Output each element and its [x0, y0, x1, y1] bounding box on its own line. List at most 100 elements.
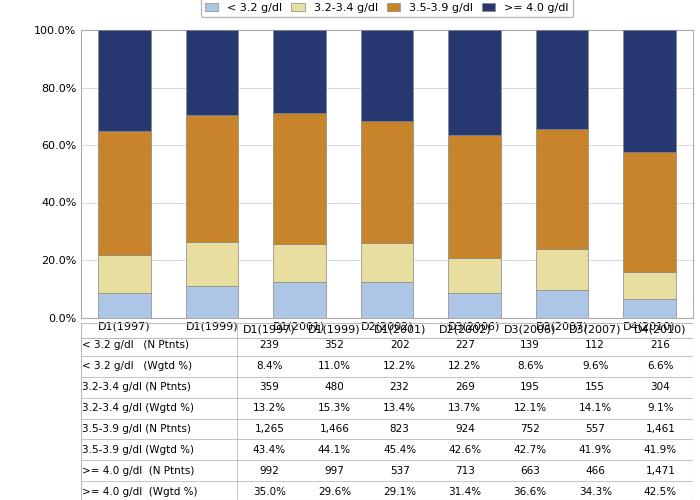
Text: 45.4%: 45.4% — [383, 445, 416, 455]
Bar — [273, 30, 326, 114]
Text: 352: 352 — [325, 340, 344, 350]
Text: 42.7%: 42.7% — [514, 445, 547, 455]
Text: 557: 557 — [585, 424, 606, 434]
Text: 1,265: 1,265 — [254, 424, 284, 434]
Text: 44.1%: 44.1% — [318, 445, 351, 455]
Bar — [448, 258, 500, 293]
Text: 195: 195 — [520, 382, 540, 392]
Text: 713: 713 — [455, 466, 475, 476]
Bar — [186, 242, 238, 286]
Bar — [623, 272, 676, 298]
Text: 42.6%: 42.6% — [448, 445, 482, 455]
Text: D4(2010): D4(2010) — [634, 325, 687, 335]
Text: 12.1%: 12.1% — [514, 403, 547, 413]
Text: 34.3%: 34.3% — [579, 486, 612, 496]
Bar — [536, 290, 588, 318]
Text: 823: 823 — [390, 424, 410, 434]
Bar — [186, 115, 238, 242]
Bar — [360, 243, 413, 282]
Text: 8.4%: 8.4% — [256, 362, 283, 372]
Bar — [98, 294, 150, 318]
Text: 359: 359 — [259, 382, 279, 392]
Text: 12.2%: 12.2% — [448, 362, 482, 372]
Text: D3(2007): D3(2007) — [569, 325, 622, 335]
Text: 8.6%: 8.6% — [517, 362, 543, 372]
Text: 13.7%: 13.7% — [448, 403, 482, 413]
Text: >= 4.0 g/dl  (N Ptnts): >= 4.0 g/dl (N Ptnts) — [82, 466, 194, 476]
Bar — [360, 120, 413, 243]
Text: 6.6%: 6.6% — [648, 362, 673, 372]
Text: 36.6%: 36.6% — [514, 486, 547, 496]
Text: D3(2006): D3(2006) — [504, 325, 556, 335]
Text: 35.0%: 35.0% — [253, 486, 286, 496]
Bar — [536, 30, 588, 129]
Bar — [273, 244, 326, 282]
Text: D1(2001): D1(2001) — [374, 325, 426, 335]
Bar — [448, 293, 500, 318]
Bar — [98, 256, 150, 294]
Bar — [186, 30, 238, 115]
Text: 1,471: 1,471 — [645, 466, 675, 476]
Text: 14.1%: 14.1% — [579, 403, 612, 413]
Text: 202: 202 — [390, 340, 410, 350]
Text: 663: 663 — [520, 466, 540, 476]
Text: 3.5-3.9 g/dl (Wgtd %): 3.5-3.9 g/dl (Wgtd %) — [82, 445, 194, 455]
Text: 304: 304 — [650, 382, 671, 392]
Bar — [623, 298, 676, 318]
Text: 155: 155 — [585, 382, 606, 392]
Text: 12.2%: 12.2% — [383, 362, 416, 372]
Text: D1(1999): D1(1999) — [308, 325, 360, 335]
Text: 11.0%: 11.0% — [318, 362, 351, 372]
Bar — [98, 30, 150, 130]
Bar — [448, 135, 500, 258]
Text: 3.2-3.4 g/dl (Wgtd %): 3.2-3.4 g/dl (Wgtd %) — [82, 403, 194, 413]
Text: 232: 232 — [390, 382, 410, 392]
Bar — [536, 250, 588, 290]
Text: 239: 239 — [259, 340, 279, 350]
Text: 466: 466 — [585, 466, 606, 476]
Text: 41.9%: 41.9% — [644, 445, 677, 455]
Text: 480: 480 — [325, 382, 344, 392]
Text: 112: 112 — [585, 340, 606, 350]
Text: 3.5-3.9 g/dl (N Ptnts): 3.5-3.9 g/dl (N Ptnts) — [82, 424, 190, 434]
Text: < 3.2 g/dl   (N Ptnts): < 3.2 g/dl (N Ptnts) — [82, 340, 189, 350]
Text: 924: 924 — [455, 424, 475, 434]
Text: 9.6%: 9.6% — [582, 362, 608, 372]
Text: 9.1%: 9.1% — [648, 403, 673, 413]
Bar — [273, 282, 326, 318]
Bar — [623, 30, 676, 152]
Text: 992: 992 — [259, 466, 279, 476]
Text: 269: 269 — [455, 382, 475, 392]
Bar — [360, 282, 413, 318]
Text: 15.3%: 15.3% — [318, 403, 351, 413]
Text: 1,466: 1,466 — [319, 424, 349, 434]
Text: 43.4%: 43.4% — [253, 445, 286, 455]
Bar — [273, 114, 326, 244]
Text: D2(2002): D2(2002) — [438, 325, 491, 335]
Text: 1,461: 1,461 — [645, 424, 675, 434]
Text: 752: 752 — [520, 424, 540, 434]
Bar — [623, 152, 676, 272]
Text: < 3.2 g/dl   (Wgtd %): < 3.2 g/dl (Wgtd %) — [82, 362, 192, 372]
Bar — [360, 30, 413, 120]
Legend: < 3.2 g/dl, 3.2-3.4 g/dl, 3.5-3.9 g/dl, >= 4.0 g/dl: < 3.2 g/dl, 3.2-3.4 g/dl, 3.5-3.9 g/dl, … — [201, 0, 573, 18]
Text: 42.5%: 42.5% — [644, 486, 677, 496]
Text: >= 4.0 g/dl  (Wgtd %): >= 4.0 g/dl (Wgtd %) — [82, 486, 197, 496]
Text: 29.6%: 29.6% — [318, 486, 351, 496]
Text: 13.2%: 13.2% — [253, 403, 286, 413]
Text: 31.4%: 31.4% — [448, 486, 482, 496]
Bar — [448, 30, 500, 135]
Text: 41.9%: 41.9% — [579, 445, 612, 455]
Text: 216: 216 — [650, 340, 671, 350]
Bar — [98, 130, 150, 256]
Text: 139: 139 — [520, 340, 540, 350]
Text: 3.2-3.4 g/dl (N Ptnts): 3.2-3.4 g/dl (N Ptnts) — [82, 382, 190, 392]
Text: D1(1997): D1(1997) — [243, 325, 295, 335]
Text: 13.4%: 13.4% — [383, 403, 416, 413]
Text: 29.1%: 29.1% — [383, 486, 416, 496]
Text: 997: 997 — [325, 466, 344, 476]
Bar — [186, 286, 238, 318]
Text: 537: 537 — [390, 466, 410, 476]
Bar — [536, 129, 588, 250]
Text: 227: 227 — [455, 340, 475, 350]
